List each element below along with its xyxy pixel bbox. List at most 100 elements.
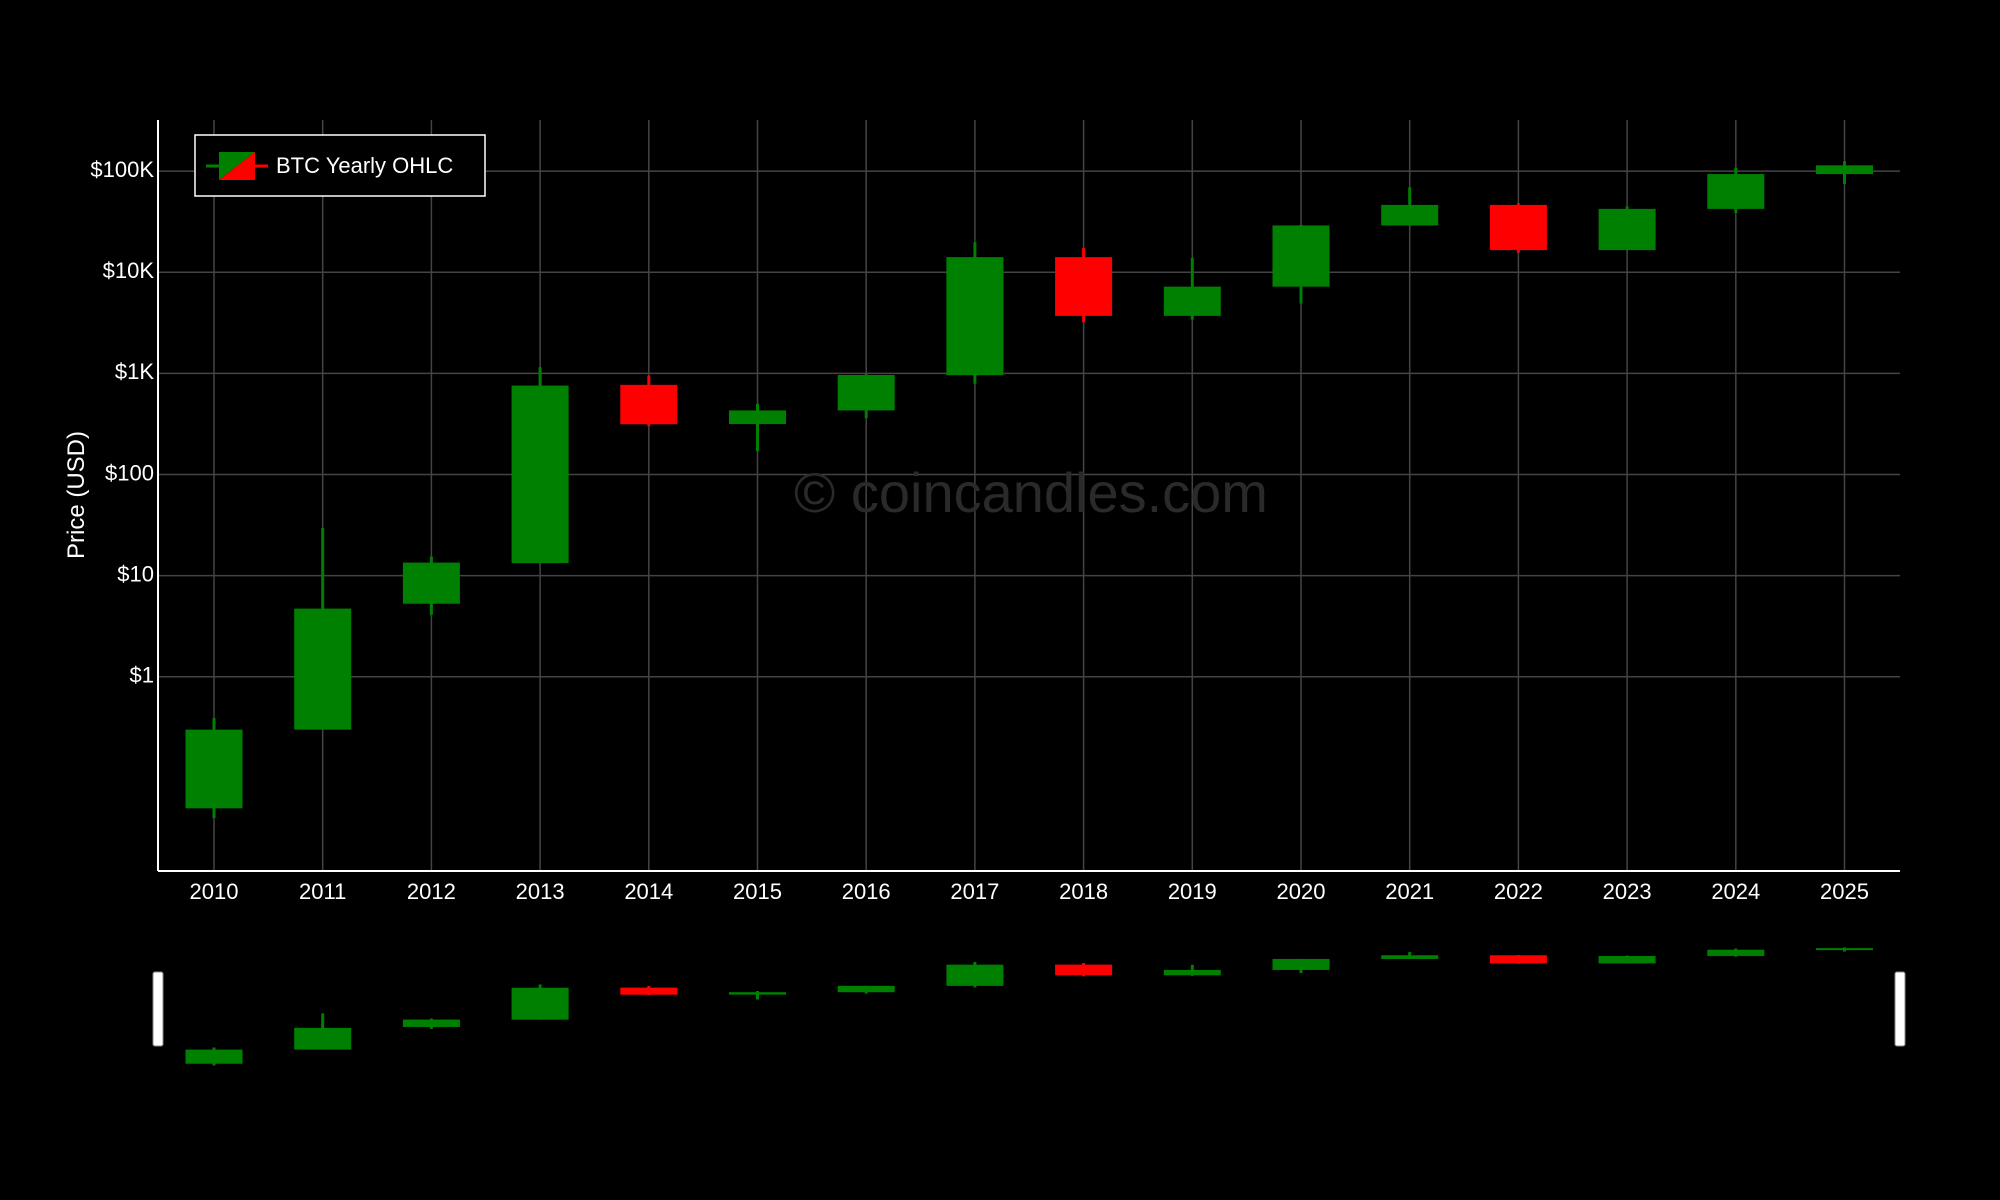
slider-candle-2013[interactable] xyxy=(511,984,569,1020)
candle-2019[interactable] xyxy=(1163,258,1221,320)
candle-body xyxy=(1055,257,1113,316)
x-tick-label: 2021 xyxy=(1385,879,1434,904)
y-tick-labels: $1 $10 $100 $1K $10K $100K xyxy=(90,157,154,688)
candle-body xyxy=(1598,208,1656,251)
candle-2013[interactable] xyxy=(511,367,569,564)
candle-body xyxy=(1163,286,1221,316)
slider-left-handle[interactable] xyxy=(152,971,164,1047)
legend[interactable]: BTC Yearly OHLC xyxy=(194,134,486,197)
candle-2016[interactable] xyxy=(837,374,895,419)
x-tick-labels: 2010 2011 2012 2013 2014 2015 2016 2017 2018 2019… xyxy=(190,879,1869,904)
candle-2017[interactable] xyxy=(946,242,1004,384)
x-tick-label: 2020 xyxy=(1277,879,1326,904)
x-tick-label: 2015 xyxy=(733,879,782,904)
x-tick-label: 2017 xyxy=(950,879,999,904)
slider-candle-body xyxy=(1055,964,1113,976)
axes xyxy=(157,120,1900,872)
candle-body xyxy=(402,562,460,604)
slider-candle-2020[interactable] xyxy=(1272,958,1330,973)
slider-candle-body xyxy=(1272,958,1330,970)
x-tick-label: 2012 xyxy=(407,879,456,904)
slider-candle-2024[interactable] xyxy=(1707,948,1765,957)
candle-2010[interactable] xyxy=(185,718,243,819)
candle-body xyxy=(185,729,243,809)
x-tick-label: 2014 xyxy=(624,879,673,904)
slider-candle-2017[interactable] xyxy=(946,961,1004,988)
slider-candle-body xyxy=(1381,955,1439,959)
slider-candle-2021[interactable] xyxy=(1381,952,1439,960)
legend-swatch-decreasing xyxy=(219,152,255,180)
slider-candle-2016[interactable] xyxy=(837,985,895,994)
candle-2012[interactable] xyxy=(402,556,460,615)
legend-label: BTC Yearly OHLC xyxy=(276,153,453,178)
slider-candle-2022[interactable] xyxy=(1489,954,1547,964)
candle-2025[interactable] xyxy=(1816,161,1873,185)
candle-2022[interactable] xyxy=(1489,203,1547,253)
x-tick-label: 2016 xyxy=(842,879,891,904)
slider-candle-2014[interactable] xyxy=(620,985,678,996)
candle-2015[interactable] xyxy=(729,403,786,452)
slider-candle-body xyxy=(620,987,678,995)
y-tick-label: $10K xyxy=(103,258,155,283)
legend-candle-icon xyxy=(206,152,268,180)
slider-candle-body xyxy=(1163,969,1221,976)
slider-candle-body xyxy=(729,992,786,995)
slider-candle-2011[interactable] xyxy=(294,1013,352,1050)
candle-body xyxy=(1707,174,1765,209)
range-slider[interactable] xyxy=(152,947,1906,1066)
y-tick-label: $100 xyxy=(105,460,154,485)
slider-candle-body xyxy=(1489,955,1547,964)
y-tick-label: $10 xyxy=(117,561,154,586)
slider-right-handle[interactable] xyxy=(1894,971,1906,1047)
candle-body xyxy=(1272,225,1330,287)
candle-2021[interactable] xyxy=(1381,187,1439,226)
slider-candle-body xyxy=(511,987,569,1020)
y-tick-label: $100K xyxy=(90,157,154,182)
x-tick-label: 2013 xyxy=(516,879,565,904)
candle-2023[interactable] xyxy=(1598,206,1656,251)
candle-2018[interactable] xyxy=(1055,248,1113,323)
watermark-text: © coincandles.com xyxy=(794,461,1268,524)
slider-candle-body xyxy=(1816,948,1873,951)
x-tick-label: 2025 xyxy=(1820,879,1869,904)
slider-candle-body xyxy=(946,964,1004,986)
slider-candle-2018[interactable] xyxy=(1055,963,1113,977)
slider-candle-body xyxy=(1707,949,1765,956)
candle-2011[interactable] xyxy=(294,527,352,730)
candle-body xyxy=(620,384,678,425)
y-axis-title: Price (USD) xyxy=(63,431,90,559)
candle-body xyxy=(1381,204,1439,226)
x-tick-label: 2010 xyxy=(190,879,239,904)
candle-body xyxy=(946,257,1004,376)
slider-candle-2019[interactable] xyxy=(1163,964,1221,976)
candle-body xyxy=(729,410,786,425)
x-tick-label: 2018 xyxy=(1059,879,1108,904)
slider-candle-2025[interactable] xyxy=(1816,947,1873,952)
slider-candle-2012[interactable] xyxy=(402,1018,460,1029)
x-tick-label: 2022 xyxy=(1494,879,1543,904)
slider-candle-body xyxy=(837,985,895,993)
candle-body xyxy=(837,375,895,411)
candles[interactable] xyxy=(185,161,1874,819)
x-tick-label: 2019 xyxy=(1168,879,1217,904)
slider-candle-body xyxy=(402,1019,460,1027)
y-tick-label: $1 xyxy=(130,663,154,688)
candle-body xyxy=(294,608,352,730)
slider-candle-2015[interactable] xyxy=(729,991,786,1000)
slider-candle-2010[interactable] xyxy=(185,1047,243,1066)
candle-body xyxy=(1489,204,1547,251)
candle-2024[interactable] xyxy=(1707,167,1765,214)
candle-2020[interactable] xyxy=(1272,225,1330,304)
slider-candle-body xyxy=(294,1027,352,1050)
candle-2014[interactable] xyxy=(620,375,678,427)
x-tick-label: 2024 xyxy=(1711,879,1760,904)
candle-body xyxy=(1816,165,1873,175)
x-tick-label: 2023 xyxy=(1603,879,1652,904)
slider-candle-body xyxy=(185,1049,243,1064)
slider-candle-2023[interactable] xyxy=(1598,955,1656,964)
candle-body xyxy=(511,385,569,564)
y-tick-label: $1K xyxy=(115,359,154,384)
slider-candle-body xyxy=(1598,955,1656,964)
x-tick-label: 2011 xyxy=(299,879,346,904)
